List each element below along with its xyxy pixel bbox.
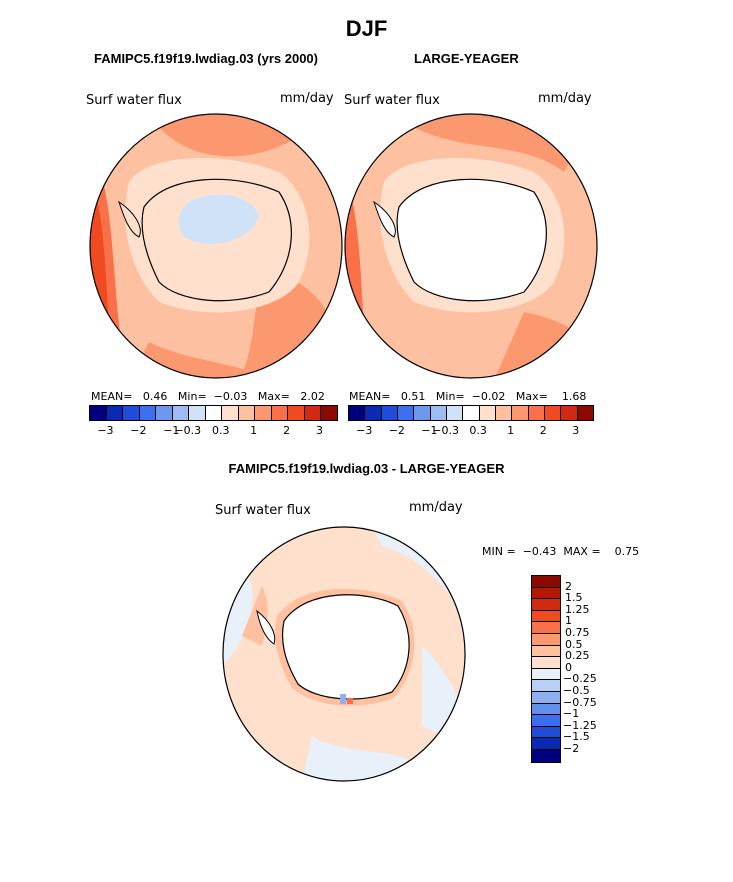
colorbar-swatch [532,645,560,658]
colorbar-swatch [463,406,480,420]
colorbar-level-label: −0.25 [563,672,597,686]
diff-polar-map [222,526,466,782]
colorbar-swatch [532,599,560,611]
right-stats: MEAN= 0.51 Min= −0.02 Max= 1.68 [349,390,587,403]
colorbar-swatch [532,587,560,600]
colorbar-swatch [532,703,560,716]
colorbar-tick-label: −1 [421,424,438,437]
colorbar-level-label: 2 [565,579,572,593]
colorbar-swatch [528,406,545,420]
colorbar-tick-label: 3 [316,424,324,437]
colorbar-tick-label: −2 [130,424,147,437]
colorbar-tick-label: 2 [283,424,291,437]
colorbar-tick-label: −3 [97,424,114,437]
colorbar-swatch [577,406,593,420]
colorbar-swatch [106,406,124,420]
colorbar-swatch [561,406,578,420]
diff-stats: MIN = −0.43 MAX = 0.75 [482,545,640,558]
colorbar-swatch [532,657,560,669]
colorbar-swatch [238,406,256,420]
colorbar-tick-label: −0.3 [432,424,459,437]
diff-field-label: Surf water flux [215,503,311,518]
colorbar-swatch [414,406,431,420]
colorbar-swatch [532,576,560,588]
colorbar-level-label: 0.5 [565,637,583,651]
diff-colorbar [531,575,561,763]
colorbar-tick-label: 1 [507,424,515,437]
colorbar-level-label: −2 [563,742,580,755]
colorbar-tick-label: −0.3 [174,424,202,437]
colorbar-swatch [321,406,337,420]
colorbar-level-label: −1.25 [563,718,597,732]
colorbar-tick-label: 2 [539,424,547,437]
colorbar-level-label: −1 [563,707,580,721]
colorbar-swatch [446,406,464,420]
left-stats: MEAN= 0.46 Min= −0.03 Max= 2.02 [91,390,325,403]
left-polar-map [89,113,343,379]
colorbar-swatch [479,406,496,420]
colorbar-level-label: 1.5 [565,591,583,605]
right-units-label: mm/day [538,91,592,106]
colorbar-swatch [288,406,305,420]
colorbar-swatch [304,406,322,420]
colorbar-swatch [205,406,223,420]
colorbar-tick-label: 0.3 [211,424,230,437]
colorbar-swatch [381,406,398,420]
colorbar-swatch [532,610,560,623]
left-colorbar [89,405,338,421]
colorbar-swatch [430,406,447,420]
colorbar-swatch [349,406,366,420]
colorbar-swatch [544,406,562,420]
colorbar-level-label: 0.75 [565,626,590,639]
colorbar-level-label: 0 [565,660,572,674]
colorbar-tick-label: −2 [388,424,405,437]
colorbar-tick-label: 0.3 [469,424,487,437]
colorbar-swatch [532,668,560,681]
left-field-label: Surf water flux [86,93,182,108]
colorbar-swatch [397,406,415,420]
colorbar-swatch [532,738,560,750]
colorbar-swatch [172,406,190,420]
colorbar-swatch [365,406,382,420]
colorbar-swatch [189,406,206,420]
colorbar-swatch [532,680,560,692]
diff-title: FAMIPC5.f19f19.lwdiag.03 - LARGE-YEAGER [228,461,505,476]
season-title: DJF [345,16,388,41]
colorbar-swatch [532,622,560,634]
right-case-title: LARGE-YEAGER [414,51,519,66]
colorbar-level-label: 1 [565,614,572,628]
colorbar-tick-label: 3 [572,424,580,437]
colorbar-swatch [156,406,173,420]
colorbar-swatch [123,406,140,420]
colorbar-level-label: −0.75 [563,695,597,709]
diff-units-label: mm/day [409,500,463,515]
colorbar-swatch [271,406,289,420]
colorbar-swatch [532,633,560,646]
colorbar-swatch [532,691,560,704]
colorbar-level-label: 0.25 [565,649,590,663]
colorbar-tick-label: −3 [356,424,373,437]
colorbar-swatch [90,406,107,420]
colorbar-tick-label: −1 [163,424,180,437]
colorbar-swatch [222,406,239,420]
colorbar-swatch [495,406,513,420]
colorbar-swatch [139,406,157,420]
colorbar-swatch [532,715,560,727]
colorbar-swatch [532,726,560,739]
colorbar-level-label: 1.25 [565,602,590,616]
right-polar-map [344,113,598,379]
left-units-label: mm/day [280,91,334,106]
right-colorbar [348,405,594,421]
colorbar-tick-label: 1 [250,424,258,437]
colorbar-level-label: −1.5 [563,730,590,744]
left-case-title: FAMIPC5.f19f19.lwdiag.03 (yrs 2000) [94,51,318,66]
colorbar-swatch [255,406,272,420]
colorbar-level-label: −0.5 [563,684,590,697]
colorbar-swatch [512,406,529,420]
right-field-label: Surf water flux [344,93,440,108]
colorbar-swatch [532,749,560,762]
